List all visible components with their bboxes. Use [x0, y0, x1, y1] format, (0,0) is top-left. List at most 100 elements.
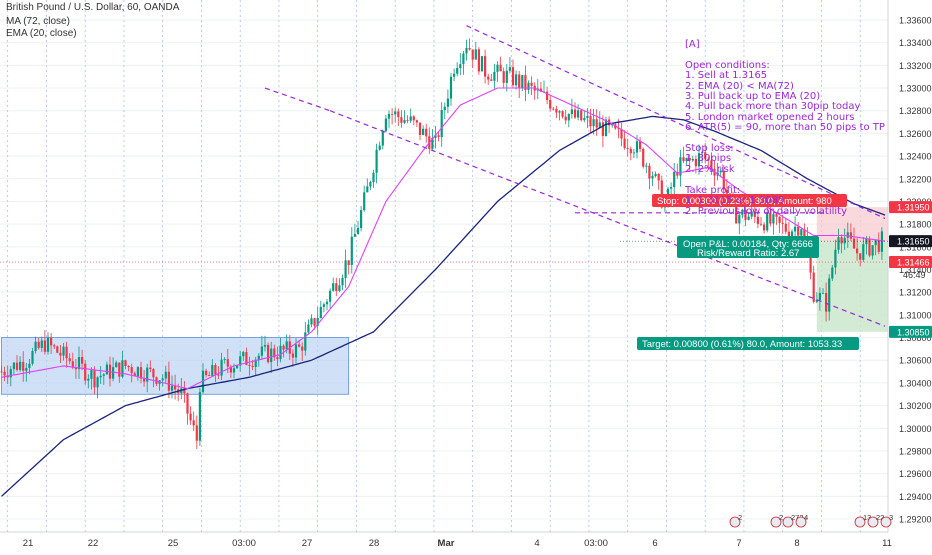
candle-body — [626, 147, 629, 149]
candle-body — [130, 367, 133, 374]
x-tick-label: 03:00 — [584, 538, 608, 549]
candle-body — [465, 47, 468, 54]
candle-body — [477, 49, 480, 72]
candle-body — [19, 361, 22, 370]
event-badge-count: 2 — [738, 513, 742, 522]
candle-body — [437, 135, 440, 138]
y-tick-label: 1.29400 — [899, 492, 932, 502]
candle-body — [124, 360, 127, 367]
candle-body — [81, 357, 84, 364]
candle-body — [657, 173, 660, 181]
candle-body — [183, 388, 186, 394]
candle-body — [397, 111, 400, 118]
candle-body — [570, 109, 573, 115]
candle-body — [217, 374, 220, 376]
time-axis: 21 22 25 03:00 27 28 Mar 4 03:00 6 7 8 11 — [0, 531, 892, 549]
candle-body — [880, 231, 883, 252]
candle-body — [518, 74, 521, 88]
candle-body — [651, 176, 654, 179]
price-label-box — [889, 235, 932, 248]
candle-body — [741, 209, 744, 215]
candle-body — [580, 110, 583, 121]
candle-body — [837, 237, 840, 250]
candle-body — [50, 337, 53, 346]
candle-body — [198, 392, 201, 441]
candle-body — [474, 49, 477, 60]
candle-body — [118, 362, 121, 377]
y-tick-label: 1.31200 — [899, 288, 932, 298]
candle-body — [363, 192, 366, 211]
candle-body — [688, 157, 691, 161]
candle-body — [56, 346, 59, 353]
candle-body — [561, 111, 564, 117]
candle-body — [149, 367, 152, 370]
candle-body — [205, 370, 208, 376]
candle-body — [623, 138, 626, 148]
candle-body — [797, 226, 800, 236]
candle-body — [682, 157, 685, 161]
ema-legend[interactable]: EMA (20, close) — [6, 28, 77, 39]
event-badge-count: 272 — [791, 513, 804, 522]
candle-body — [781, 222, 784, 224]
candle-body — [84, 363, 87, 381]
rr-label: Risk/Reward Ratio: 2.67 — [697, 248, 799, 259]
candle-body — [99, 375, 102, 378]
candle-body — [756, 216, 759, 224]
event-badge — [770, 516, 782, 528]
candle-body — [828, 278, 831, 312]
candle-body — [313, 318, 316, 326]
ma-legend[interactable]: MA (72, close) — [6, 16, 70, 27]
candle-body — [558, 111, 561, 113]
candle-body — [843, 237, 846, 244]
candle-body — [46, 337, 50, 352]
y-tick-label: 1.31800 — [899, 220, 932, 230]
event-badge-count: 3 — [889, 513, 893, 522]
candle-body — [818, 293, 821, 300]
candle-body — [40, 340, 43, 348]
candle-body — [784, 223, 787, 232]
candle-body — [263, 344, 267, 347]
candle-body — [595, 119, 598, 128]
candle-body — [164, 371, 167, 379]
x-tick-label: 28 — [369, 538, 380, 549]
strategy-notes[interactable]: [A] Open conditions: 1. Sell at 1.3165 2… — [685, 39, 885, 217]
candle-body — [524, 75, 527, 90]
y-tick-label: 1.32800 — [899, 106, 932, 116]
candle-body — [425, 128, 428, 137]
candle-body — [856, 248, 859, 254]
candle-body — [74, 367, 77, 370]
candle-body — [294, 344, 298, 358]
candle-body — [282, 345, 285, 350]
candle-body — [620, 129, 623, 139]
candle-body — [778, 216, 781, 223]
candle-body — [862, 244, 865, 260]
candle-body — [375, 149, 378, 173]
symbol-title[interactable]: British Pound / U.S. Dollar, 60, OANDA — [6, 2, 180, 13]
x-tick-label: 27 — [302, 538, 313, 549]
channel-drawings — [264, 25, 886, 327]
candle-body — [403, 120, 406, 123]
candle-body — [387, 113, 391, 119]
candle-body — [803, 229, 806, 238]
candle-body — [812, 272, 815, 302]
candle-body — [685, 157, 688, 161]
candle-body — [753, 211, 756, 217]
candle-body — [496, 64, 499, 72]
candle-body — [530, 82, 533, 86]
x-tick-label: 21 — [23, 538, 34, 549]
candle-body — [415, 120, 418, 123]
candle-body — [248, 364, 251, 366]
candle-body — [353, 234, 356, 237]
event-badge — [795, 516, 807, 528]
candle-body — [139, 367, 143, 379]
candle-body — [825, 292, 828, 312]
event-badge — [729, 516, 741, 528]
candle-body — [322, 304, 325, 307]
candle-body — [360, 210, 363, 229]
candle-body — [502, 71, 505, 83]
candle-body — [62, 346, 65, 356]
candle-body — [356, 228, 360, 235]
candle-body — [735, 203, 738, 224]
